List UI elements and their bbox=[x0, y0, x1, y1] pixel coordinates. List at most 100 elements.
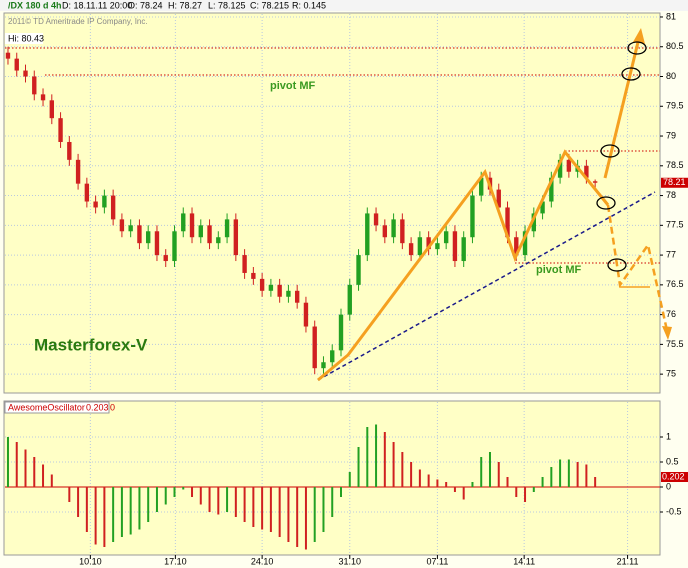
y-tick-label: 76 bbox=[666, 309, 676, 319]
high: H: 78.27 bbox=[168, 0, 202, 10]
candle-body bbox=[163, 255, 168, 262]
candle-body bbox=[172, 231, 177, 262]
candle-body bbox=[75, 159, 81, 184]
circle bbox=[607, 258, 627, 272]
candle-body bbox=[286, 290, 291, 297]
candle-body bbox=[373, 213, 379, 226]
levels bbox=[5, 47, 660, 264]
candle-body bbox=[233, 219, 239, 256]
candle-body bbox=[216, 237, 221, 244]
candle-body bbox=[365, 213, 370, 256]
candle-body bbox=[242, 255, 247, 273]
candle-body bbox=[14, 58, 19, 71]
candle-body bbox=[382, 225, 388, 238]
candle-body bbox=[154, 231, 160, 256]
candle-body bbox=[522, 231, 528, 256]
x-tick-label: 07.11 bbox=[426, 556, 448, 566]
x-tick-label: 10.10 bbox=[79, 556, 102, 566]
y-tick-label: 1 bbox=[666, 431, 671, 441]
osc-value: 0.203 bbox=[86, 402, 109, 412]
last-price: 78.21 bbox=[663, 177, 686, 187]
low: L: 78.125 bbox=[208, 0, 246, 10]
symbol: /DX 180 d 4h bbox=[8, 0, 62, 10]
y-tick-label: 0 bbox=[666, 481, 671, 491]
candle-body bbox=[128, 225, 133, 232]
candle-body bbox=[470, 195, 475, 238]
candle-body bbox=[408, 243, 414, 256]
candle-body bbox=[67, 141, 72, 160]
hi-box bbox=[5, 33, 43, 44]
osc-last-box bbox=[661, 472, 688, 482]
arrow-head bbox=[633, 28, 645, 44]
circle bbox=[627, 41, 647, 55]
circle bbox=[596, 196, 616, 210]
candle-body bbox=[251, 272, 256, 279]
candle-body bbox=[461, 237, 466, 262]
candle-body bbox=[505, 207, 510, 238]
candle-body bbox=[207, 225, 212, 244]
trend-line bbox=[317, 191, 656, 381]
copyright: 2011© TD Ameritrade IP Company, Inc. bbox=[8, 17, 148, 26]
candle-body bbox=[224, 219, 230, 238]
candle-body bbox=[592, 181, 598, 183]
circle bbox=[600, 144, 620, 158]
candle-body bbox=[259, 278, 265, 291]
y-tick-label: 77.5 bbox=[666, 220, 684, 230]
y-tick-label: 77 bbox=[666, 249, 676, 259]
brand: Masterforex-V bbox=[34, 335, 148, 354]
candle-body bbox=[338, 314, 344, 351]
osc-name: AwesomeOscillator bbox=[8, 402, 85, 412]
candle-body bbox=[540, 201, 545, 214]
candle-body bbox=[93, 201, 98, 208]
candle-body bbox=[189, 213, 195, 238]
candle-body bbox=[32, 76, 37, 95]
candle-body bbox=[181, 213, 186, 232]
candle-body bbox=[84, 183, 90, 202]
pivot-label: pivot MF bbox=[536, 264, 581, 276]
osc-last: 0.202 bbox=[662, 471, 685, 481]
projection-path bbox=[606, 204, 670, 336]
marks: 78.21 0.202 bbox=[5, 46, 688, 550]
candle-body bbox=[321, 362, 326, 369]
osc-header bbox=[4, 401, 110, 414]
hi-label: Hi: 80.43 bbox=[8, 33, 44, 43]
candle-body bbox=[5, 52, 11, 59]
candle-body bbox=[426, 237, 431, 250]
candle-body bbox=[443, 231, 449, 244]
candle-body bbox=[531, 213, 536, 232]
candle-body bbox=[277, 284, 282, 297]
y-tick-label: 79.5 bbox=[666, 101, 684, 111]
candle-body bbox=[137, 225, 142, 244]
x-tick-label: 17.10 bbox=[164, 556, 187, 566]
y-tick-label: 0.5 bbox=[666, 456, 679, 466]
circle bbox=[621, 67, 641, 81]
y-tick-label: 75 bbox=[666, 369, 676, 379]
candle-body bbox=[119, 219, 125, 232]
candle-body bbox=[110, 195, 116, 220]
up-arrow bbox=[603, 37, 641, 179]
arrow-head bbox=[662, 326, 672, 340]
osc-zero: 0 bbox=[110, 402, 115, 412]
candle-body bbox=[146, 231, 151, 244]
x-tick-label: 24.10 bbox=[251, 556, 274, 566]
candle-body bbox=[40, 94, 46, 101]
candle-body bbox=[435, 243, 440, 250]
x-tick-label: 21.11 bbox=[617, 556, 639, 566]
oscillator-panel bbox=[3, 400, 661, 556]
y-tick-label: 76.5 bbox=[666, 279, 684, 289]
candle-body bbox=[23, 70, 28, 77]
pivot-label: pivot MF bbox=[270, 80, 315, 92]
candle-body bbox=[514, 237, 519, 256]
candle-body bbox=[347, 284, 352, 315]
y-tick-label: 78.5 bbox=[666, 160, 684, 170]
candle-body bbox=[303, 302, 309, 327]
candle-body bbox=[400, 219, 405, 244]
candle-body bbox=[557, 159, 563, 178]
open: O: 78.24 bbox=[128, 0, 163, 10]
y-tick-label: 75.5 bbox=[666, 339, 684, 349]
y-tick-label: 78 bbox=[666, 190, 676, 200]
candle-body bbox=[330, 350, 335, 363]
x-tick-label: 31.10 bbox=[338, 556, 361, 566]
candle-body bbox=[391, 219, 396, 238]
